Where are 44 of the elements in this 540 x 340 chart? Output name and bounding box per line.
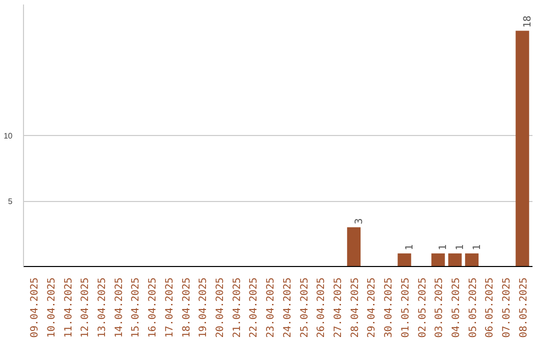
x-tick-label: 23.04.2025 bbox=[266, 277, 277, 338]
x-tick-label: 04.05.2025 bbox=[450, 277, 462, 338]
x-tick-label: 05.05.2025 bbox=[468, 277, 479, 338]
x-tick-label: 09.04.2025 bbox=[30, 277, 41, 338]
x-tick-label: 18.04.2025 bbox=[181, 277, 192, 338]
x-tick-label: 25.04.2025 bbox=[299, 277, 310, 338]
x-tick-label: 21.04.2025 bbox=[232, 277, 243, 338]
x-tick-label: 16.04.2025 bbox=[148, 277, 159, 338]
data-label: 1 bbox=[438, 244, 450, 250]
bar bbox=[431, 253, 445, 266]
x-tick-label: 08.05.2025 bbox=[518, 277, 530, 338]
x-tick-label: 26.04.2025 bbox=[316, 277, 328, 338]
data-label: 3 bbox=[354, 218, 365, 224]
bar bbox=[398, 253, 412, 266]
y-tick-label: 5 bbox=[8, 197, 14, 206]
x-tick-label: 19.04.2025 bbox=[198, 277, 210, 338]
bar bbox=[465, 253, 479, 266]
x-tick-label: 10.04.2025 bbox=[46, 277, 58, 338]
x-tick-label: 22.04.2025 bbox=[248, 277, 260, 338]
x-tick-label: 02.05.2025 bbox=[417, 277, 428, 338]
data-label: 1 bbox=[454, 244, 466, 250]
bar bbox=[516, 30, 530, 266]
x-tick-label: 03.05.2025 bbox=[434, 277, 446, 338]
data-label: 1 bbox=[472, 244, 483, 250]
x-tick-label: 30.04.2025 bbox=[384, 277, 395, 338]
bar bbox=[448, 253, 462, 266]
x-tick-label: 07.05.2025 bbox=[502, 277, 513, 338]
x-tick-label: 29.04.2025 bbox=[366, 277, 378, 338]
x-tick-label: 27.04.2025 bbox=[332, 277, 344, 338]
data-label: 1 bbox=[404, 244, 416, 250]
x-tick-label: 14.04.2025 bbox=[114, 277, 125, 338]
data-label: 18 bbox=[522, 16, 534, 28]
x-tick-label: 15.04.2025 bbox=[130, 277, 142, 338]
x-tick-label: 24.04.2025 bbox=[282, 277, 294, 338]
x-tick-label: 12.04.2025 bbox=[80, 277, 92, 338]
x-tick-label: 01.05.2025 bbox=[400, 277, 412, 338]
x-tick-label: 28.04.2025 bbox=[350, 277, 361, 338]
x-tick-label: 06.05.2025 bbox=[484, 277, 496, 338]
x-tick-label: 17.04.2025 bbox=[164, 277, 176, 338]
bar bbox=[347, 227, 361, 266]
x-tick-label: 11.04.2025 bbox=[63, 277, 74, 338]
x-tick-label: 20.04.2025 bbox=[215, 277, 226, 338]
y-tick-label: 10 bbox=[4, 132, 14, 140]
x-tick-label: 13.04.2025 bbox=[97, 277, 108, 338]
